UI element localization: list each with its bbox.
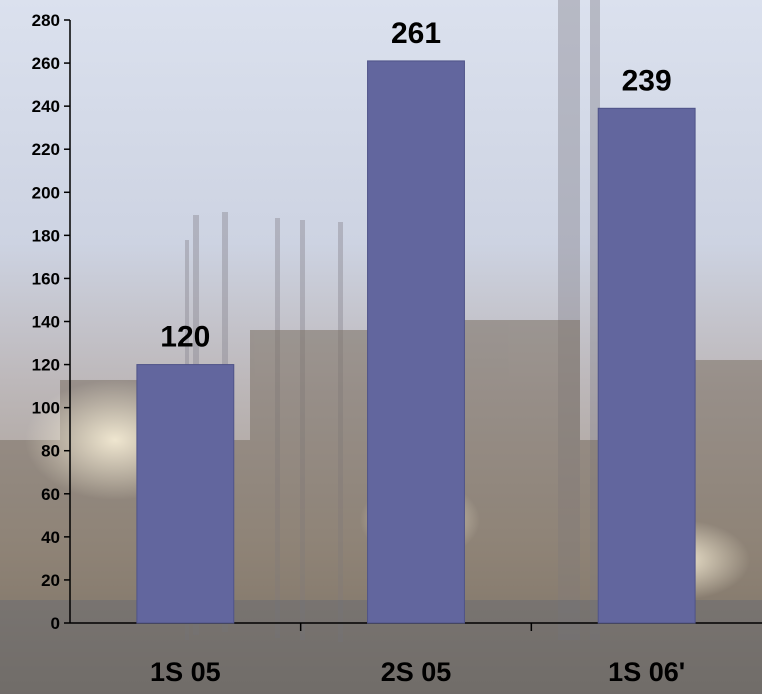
y-tick-label: 100 bbox=[32, 399, 60, 418]
y-tick-label: 40 bbox=[41, 528, 60, 547]
axes: 0 20 40 60 80 100 120 140 160 180 200 220 240 260 280 bbox=[32, 11, 762, 633]
y-tick-label: 80 bbox=[41, 442, 60, 461]
y-tick-label: 220 bbox=[32, 140, 60, 159]
y-tick-label: 160 bbox=[32, 269, 60, 288]
bar-1 bbox=[136, 364, 235, 624]
x-axis-ticks bbox=[299, 623, 533, 631]
y-axis-ticks: 0 20 40 60 80 100 120 140 160 180 200 220 240 260 280 bbox=[32, 11, 70, 633]
y-tick-label: 260 bbox=[32, 54, 60, 73]
category-label-2: 2S 05 bbox=[381, 657, 452, 687]
y-tick-label: 120 bbox=[32, 356, 60, 375]
y-tick-label: 0 bbox=[51, 614, 60, 633]
y-tick-label: 180 bbox=[32, 226, 60, 245]
data-label-1: 120 bbox=[160, 321, 210, 354]
bar-series bbox=[136, 60, 696, 624]
y-tick-label: 140 bbox=[32, 313, 60, 332]
data-label-2: 261 bbox=[391, 17, 441, 50]
data-labels: 120 261 239 bbox=[160, 17, 671, 354]
category-label-1: 1S 05 bbox=[150, 657, 221, 687]
category-label-3: 1S 06' bbox=[608, 657, 685, 687]
bar-2 bbox=[367, 60, 465, 624]
y-tick-label: 240 bbox=[32, 97, 60, 116]
category-labels: 1S 05 2S 05 1S 06' bbox=[150, 657, 685, 687]
y-tick-label: 200 bbox=[32, 183, 60, 202]
data-label-3: 239 bbox=[622, 64, 672, 97]
y-tick-label: 60 bbox=[41, 485, 60, 504]
y-tick-label: 280 bbox=[32, 11, 60, 30]
bar-3 bbox=[597, 107, 696, 624]
y-tick-label: 20 bbox=[41, 571, 60, 590]
